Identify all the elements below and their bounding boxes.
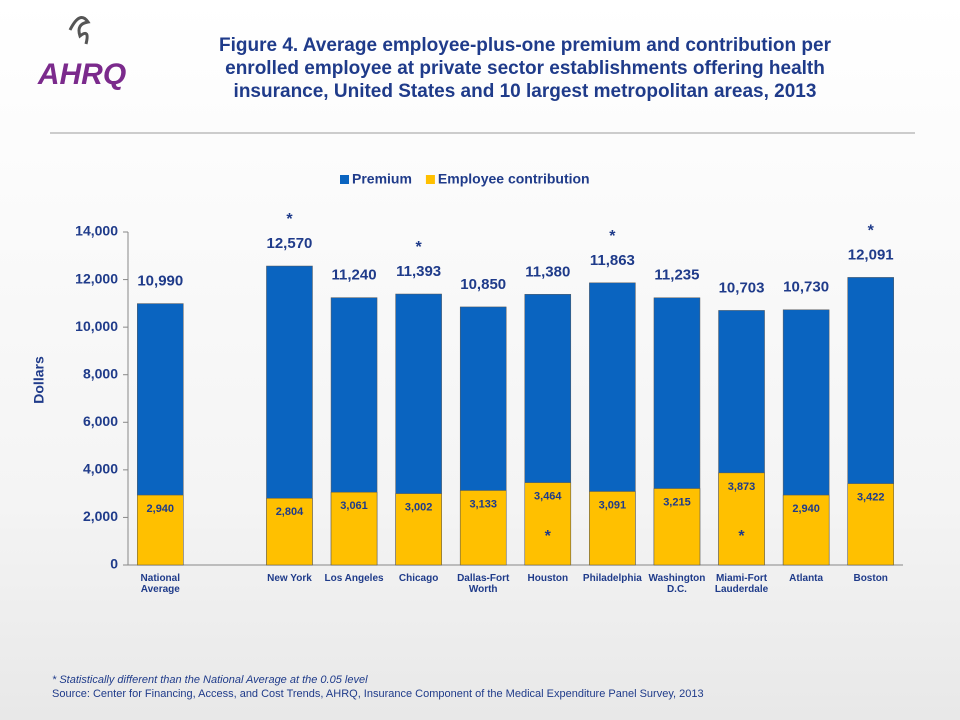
value-label: 3,215: [663, 496, 691, 508]
value-label: 11,240: [332, 267, 377, 284]
significance-mark: *: [545, 528, 552, 545]
value-label: 11,380: [525, 263, 570, 280]
logo: AHRQ: [37, 58, 126, 91]
bar: [266, 498, 313, 566]
value-label: 10,730: [783, 279, 829, 296]
footnote: * Statistically different than the Natio…: [52, 674, 368, 686]
bar: [847, 483, 894, 566]
value-label: 2,940: [147, 503, 175, 515]
y-axis-label: Dollars: [31, 356, 47, 404]
value-label: 11,863: [590, 252, 635, 269]
chart-title: Figure 4. Average employee-plus-one prem…: [219, 35, 831, 102]
x-tick-label: National Average: [140, 573, 180, 595]
x-tick-label: Dallas-Fort Worth: [457, 573, 510, 595]
value-label: 3,873: [728, 481, 756, 493]
value-label: 3,061: [340, 500, 368, 512]
significance-mark: *: [416, 239, 423, 256]
y-tick-label: 0: [110, 556, 118, 572]
significance-mark: *: [609, 228, 616, 245]
bar: [395, 493, 442, 566]
x-tick-label: Chicago: [398, 573, 439, 584]
bar: [459, 490, 507, 566]
legend-label: Premium: [352, 171, 412, 187]
value-label: 10,990: [137, 273, 183, 290]
y-tick-label: 10,000: [75, 318, 118, 334]
value-label: 10,850: [460, 276, 506, 293]
bar: [330, 491, 378, 566]
legend-swatch: [340, 175, 349, 184]
significance-mark: *: [868, 223, 875, 240]
bar: [524, 482, 572, 566]
x-tick-label: Philadelphia: [582, 573, 642, 584]
y-tick-label: 4,000: [83, 461, 118, 477]
value-label: 3,422: [857, 492, 885, 504]
y-tick-label: 2,000: [83, 508, 118, 524]
y-tick-label: 12,000: [75, 270, 118, 286]
value-label: 3,464: [534, 491, 562, 503]
value-label: 2,804: [276, 506, 304, 518]
bar: [782, 494, 830, 566]
value-label: 3,091: [599, 499, 627, 511]
y-tick-label: 14,000: [75, 223, 118, 239]
bar: [589, 491, 636, 566]
value-label: 11,235: [654, 267, 699, 284]
x-tick-label: Miami-Fort Lauderdale: [714, 573, 769, 595]
value-label: 10,703: [719, 279, 765, 296]
bar: [137, 494, 184, 566]
x-tick-label: Boston: [853, 573, 888, 584]
value-label: 12,091: [848, 246, 894, 263]
x-tick-label: Washington D.C.: [648, 573, 706, 595]
value-label: 12,570: [267, 235, 313, 252]
significance-mark: *: [738, 528, 745, 545]
source: Source: Center for Financing, Access, an…: [52, 688, 704, 700]
value-label: 11,393: [396, 263, 441, 280]
significance-mark: *: [286, 211, 293, 228]
legend-label: Employee contribution: [438, 171, 590, 187]
value-label: 2,940: [792, 503, 820, 515]
x-tick-label: Atlanta: [789, 573, 824, 584]
y-tick-label: 6,000: [83, 413, 118, 429]
x-tick-label: New York: [267, 573, 312, 584]
bar: [718, 472, 765, 566]
legend-swatch: [425, 175, 435, 184]
y-tick-label: 8,000: [83, 365, 118, 381]
x-tick-label: Los Angeles: [324, 573, 384, 584]
value-label: 3,002: [405, 502, 433, 514]
value-label: 3,133: [469, 498, 497, 510]
bar: [653, 488, 701, 566]
x-tick-label: Houston: [527, 573, 569, 584]
hhs-logo: [68, 16, 91, 45]
